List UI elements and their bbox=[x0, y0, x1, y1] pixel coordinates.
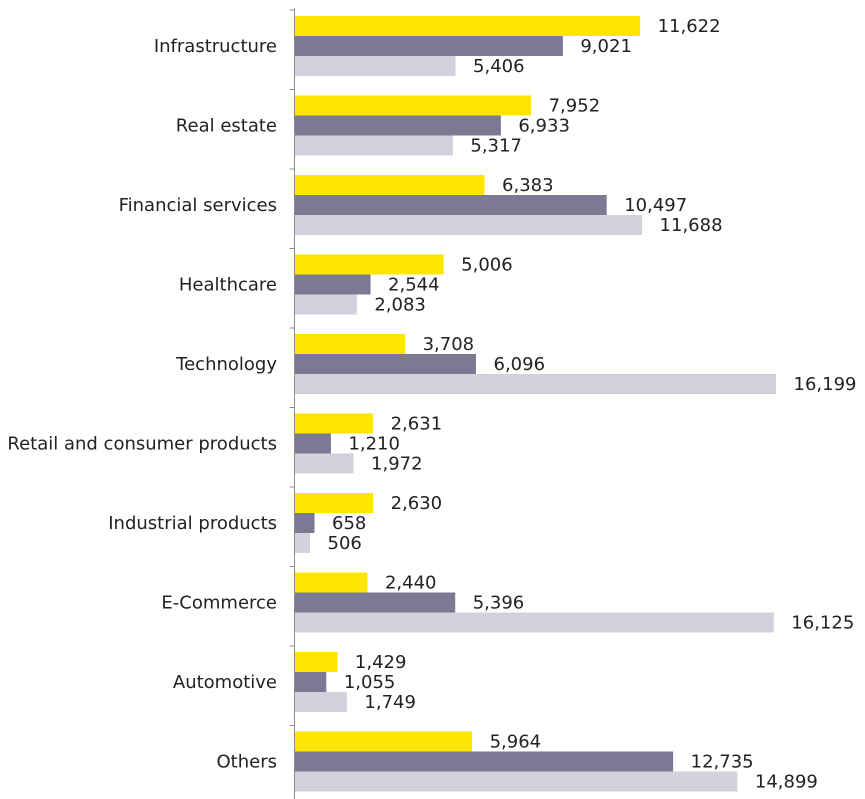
category-label: Technology bbox=[175, 354, 277, 375]
bar bbox=[295, 294, 357, 315]
bar bbox=[295, 513, 315, 533]
data-label: 9,021 bbox=[580, 36, 632, 57]
data-label: 6,096 bbox=[494, 354, 546, 375]
data-label: 1,210 bbox=[348, 434, 400, 455]
bar bbox=[295, 175, 485, 195]
bar bbox=[295, 771, 738, 792]
bar bbox=[295, 533, 311, 553]
category-label: Automotive bbox=[173, 672, 277, 693]
bar bbox=[295, 453, 354, 474]
data-label: 506 bbox=[328, 533, 362, 554]
data-label: 11,622 bbox=[658, 16, 721, 37]
category-axis bbox=[289, 8, 295, 799]
category-label: Retail and consumer products bbox=[7, 434, 277, 455]
data-label: 5,006 bbox=[461, 255, 513, 276]
bar bbox=[295, 274, 371, 295]
data-label: 12,735 bbox=[691, 752, 754, 773]
bar bbox=[295, 215, 643, 235]
data-label: 658 bbox=[332, 513, 366, 534]
category-label: E-Commerce bbox=[161, 593, 277, 614]
bar bbox=[295, 95, 532, 116]
data-label: 6,383 bbox=[502, 175, 554, 196]
data-label: 5,317 bbox=[470, 136, 522, 157]
bar bbox=[295, 572, 368, 593]
data-label: 5,964 bbox=[490, 732, 542, 753]
data-label: 2,083 bbox=[374, 295, 426, 316]
bar bbox=[295, 612, 774, 633]
bar bbox=[295, 115, 501, 136]
bar bbox=[295, 493, 374, 513]
bar bbox=[295, 36, 563, 56]
data-label: 10,497 bbox=[624, 195, 687, 216]
bar bbox=[295, 692, 347, 712]
data-label: 1,972 bbox=[371, 454, 423, 475]
bar bbox=[295, 652, 338, 672]
data-label: 2,544 bbox=[388, 275, 440, 296]
category-label: Financial services bbox=[119, 195, 277, 216]
bar bbox=[295, 334, 406, 354]
bar bbox=[295, 433, 331, 454]
category-label: Real estate bbox=[176, 116, 277, 137]
data-label: 1,055 bbox=[344, 672, 396, 693]
category-label: Industrial products bbox=[108, 513, 277, 534]
data-label: 16,125 bbox=[791, 613, 854, 634]
bar bbox=[295, 16, 641, 36]
data-label: 7,952 bbox=[549, 96, 601, 117]
bars-layer bbox=[295, 16, 776, 792]
bar bbox=[295, 254, 444, 275]
data-label: 2,440 bbox=[385, 573, 437, 594]
bar bbox=[295, 731, 473, 752]
data-label: 16,199 bbox=[794, 374, 857, 395]
data-label: 1,429 bbox=[355, 652, 407, 673]
bar bbox=[295, 354, 477, 374]
data-label: 11,688 bbox=[660, 215, 723, 236]
data-label: 2,630 bbox=[391, 493, 443, 514]
data-label: 14,899 bbox=[755, 772, 818, 793]
bar bbox=[295, 135, 453, 156]
data-label: 5,406 bbox=[473, 56, 525, 77]
bar bbox=[295, 195, 607, 215]
data-label: 5,396 bbox=[473, 593, 525, 614]
data-label: 2,631 bbox=[391, 414, 443, 435]
category-label: Healthcare bbox=[179, 275, 277, 296]
data-label: 1,749 bbox=[364, 692, 416, 713]
data-label: 3,708 bbox=[423, 334, 475, 355]
category-label: Others bbox=[217, 752, 278, 773]
bar bbox=[295, 413, 374, 434]
data-label: 6,933 bbox=[518, 116, 570, 137]
bar bbox=[295, 672, 327, 692]
bar bbox=[295, 751, 674, 772]
category-label: Infrastructure bbox=[154, 36, 277, 57]
category-labels: Infrastructure Real estate Financial servi… bbox=[7, 36, 277, 773]
bar bbox=[295, 374, 776, 394]
bar bbox=[295, 56, 456, 76]
bar bbox=[295, 592, 456, 613]
